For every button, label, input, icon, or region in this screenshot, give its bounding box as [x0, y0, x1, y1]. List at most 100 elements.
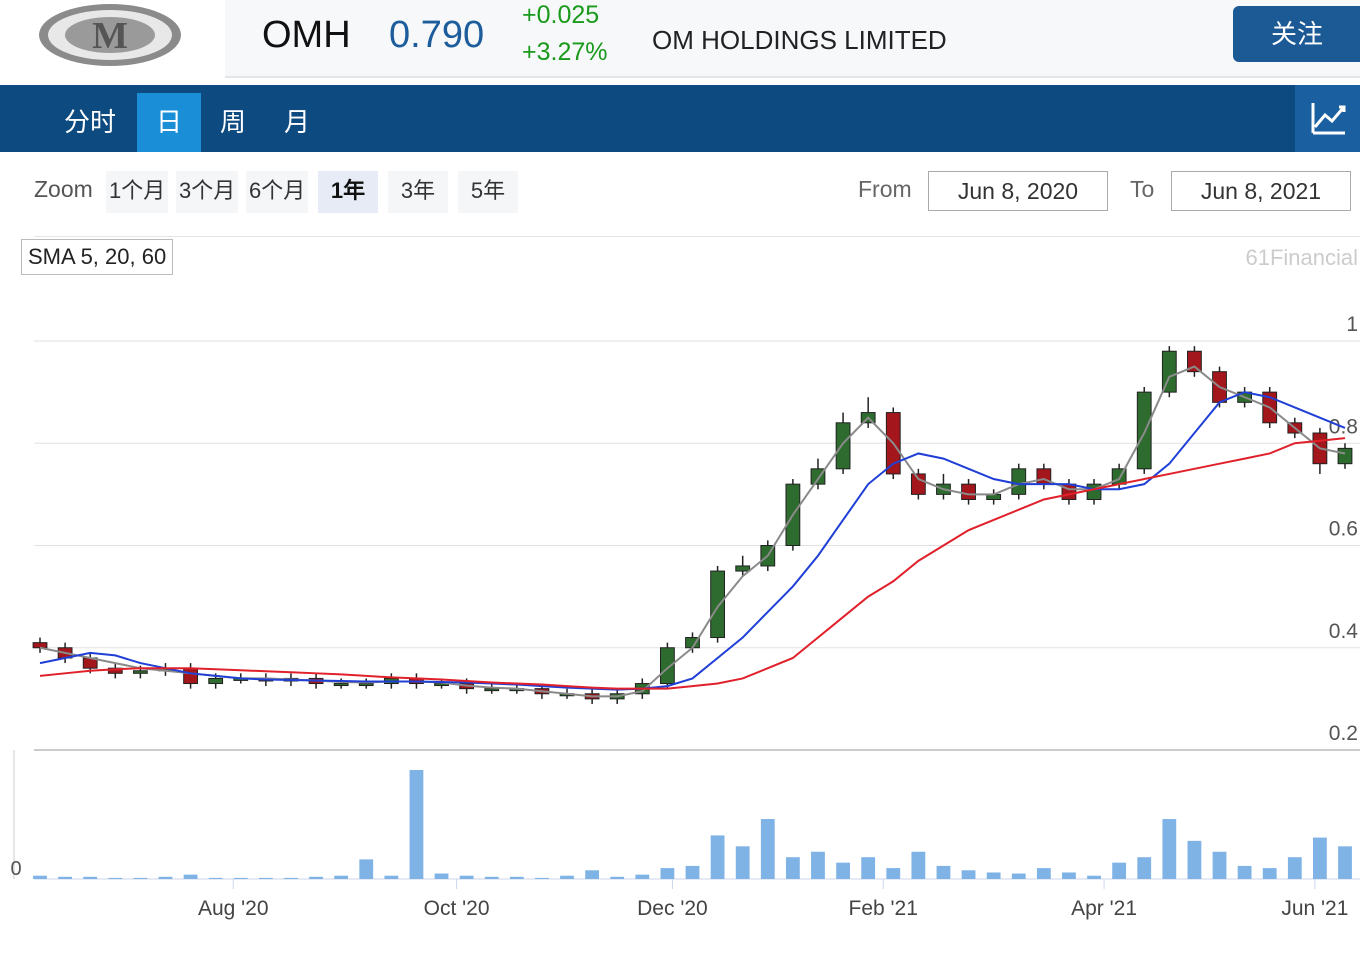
y-tick-label: 1	[1346, 313, 1358, 336]
volume-bar	[509, 876, 524, 879]
volume-bar	[309, 876, 323, 879]
volume-bar	[836, 862, 850, 879]
volume-bar	[1187, 840, 1202, 879]
candle-body	[961, 483, 976, 500]
volume-bar	[1062, 872, 1076, 879]
volume-bar	[133, 877, 148, 879]
from-label: From	[858, 176, 912, 202]
volume-bar	[685, 865, 700, 879]
volume-bar	[334, 875, 349, 879]
candle-body	[132, 670, 148, 674]
volume-bar	[635, 874, 650, 879]
watermark: 61Financial	[1245, 245, 1358, 270]
volume-bar	[1036, 868, 1051, 879]
volume-bar	[961, 870, 976, 879]
volume-bar	[886, 868, 901, 879]
x-tick-label: Dec '20	[637, 897, 708, 920]
to-label: To	[1130, 176, 1155, 202]
volume-bar	[183, 874, 198, 879]
candle-body	[183, 667, 198, 685]
volume-bar	[1011, 873, 1026, 879]
volume-bar	[785, 857, 800, 879]
candle-body	[358, 683, 374, 687]
indicator-label: SMA 5, 20, 60	[21, 239, 174, 275]
volume-bar	[108, 877, 123, 879]
logo: M	[39, 4, 181, 66]
x-tick-label: Apr '21	[1071, 897, 1137, 920]
candle-body	[1136, 391, 1152, 470]
volume-bar	[284, 877, 298, 879]
candle-body	[710, 570, 725, 639]
zoom-button[interactable]: 3个月	[176, 171, 239, 213]
candle-body	[660, 647, 675, 685]
volume-bar	[359, 859, 374, 879]
candle-body	[910, 473, 926, 495]
company-name: OM HOLDINGS LIMITED	[652, 25, 947, 55]
x-tick-label: Feb '21	[849, 897, 918, 920]
volume-bar	[1338, 846, 1352, 879]
change-pct: +3.27%	[522, 38, 608, 66]
x-tick-label: Aug '20	[198, 897, 269, 920]
candle-body	[1161, 350, 1177, 393]
volume-bar	[535, 877, 549, 879]
candle-body	[333, 683, 349, 687]
sma-line	[39, 437, 1346, 690]
volume-bar	[1287, 857, 1302, 879]
candle-body	[208, 677, 224, 685]
from-date[interactable]: Jun 8, 2020	[928, 171, 1108, 211]
zoom-button[interactable]: 1个月	[106, 171, 169, 213]
header-bg	[225, 0, 1360, 78]
volume-bar	[158, 876, 173, 879]
chart-icon-button[interactable]	[1295, 85, 1360, 152]
tab[interactable]: 日	[137, 93, 201, 152]
volume-bar	[560, 875, 574, 879]
zoom-button[interactable]: 5年	[458, 171, 518, 213]
volume-bar	[208, 877, 223, 879]
candle-body	[835, 422, 851, 470]
volume-bar	[1237, 865, 1252, 879]
x-tick-label: Jun '21	[1281, 897, 1348, 920]
volume-bar	[760, 819, 775, 879]
volume-bar	[434, 873, 449, 879]
volume-bar	[936, 865, 951, 879]
volume-bar	[258, 877, 273, 879]
tab[interactable]: 分时	[63, 107, 116, 137]
volume-bar	[735, 846, 750, 879]
tab[interactable]: 周	[219, 107, 246, 137]
divider	[34, 236, 1360, 237]
candle-body	[434, 683, 449, 687]
candle-body	[484, 688, 500, 692]
volume-bar	[811, 851, 825, 879]
price: 0.790	[389, 14, 485, 56]
volume-bar	[660, 868, 675, 879]
volume-bar	[911, 851, 926, 879]
volume-bar	[710, 835, 725, 879]
volume-bar	[1162, 819, 1177, 879]
volume-bar	[1137, 857, 1152, 879]
follow-button[interactable]: 关注	[1233, 6, 1360, 62]
volume-bar	[33, 875, 47, 879]
volume-bar	[1313, 837, 1327, 879]
zoom-button[interactable]: 6个月	[246, 171, 309, 213]
logo-text: M	[92, 15, 128, 57]
y-tick-label: 0.6	[1329, 518, 1358, 541]
volume-bar	[459, 875, 474, 879]
to-date[interactable]: Jun 8, 2021	[1171, 171, 1351, 211]
candle-body	[1011, 468, 1027, 495]
volume-bar	[861, 857, 876, 879]
zoom-button[interactable]: 1年	[318, 171, 378, 213]
tab[interactable]: 月	[283, 107, 310, 137]
zoom-label: Zoom	[34, 176, 93, 202]
volume-tick-label: 0	[10, 858, 21, 880]
volume-bar	[1112, 862, 1127, 879]
volume-bar	[409, 770, 424, 879]
volume-bar	[1262, 868, 1277, 879]
volume-bar	[986, 872, 1001, 879]
y-tick-label: 0.4	[1329, 620, 1359, 643]
symbol: OMH	[262, 14, 351, 56]
volume-bar	[58, 876, 72, 879]
zoom-button[interactable]: 3年	[388, 171, 448, 213]
candle-body	[32, 642, 48, 649]
x-tick-label: Oct '20	[424, 897, 490, 920]
